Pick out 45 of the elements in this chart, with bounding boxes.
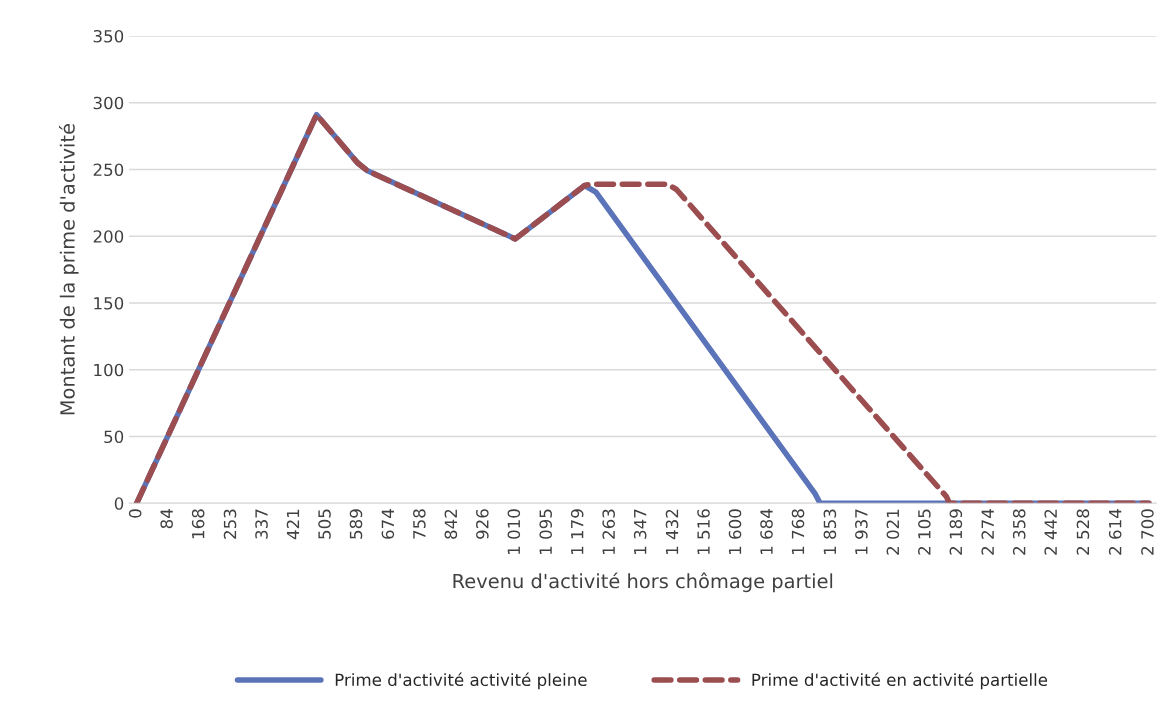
legend-label: Prime d'activité activité pleine — [335, 672, 587, 690]
x-tick-label: 337 — [255, 509, 268, 539]
x-tick-label: 1 263 — [602, 509, 615, 555]
x-axis-title: Revenu d'activité hors chômage partiel — [453, 572, 833, 593]
x-tick-label: 2 021 — [886, 509, 900, 555]
x-tick-label: 589 — [349, 509, 363, 539]
x-tick-label: 758 — [413, 509, 426, 539]
x-tick-label: 1 179 — [570, 509, 584, 555]
x-tick-label: 2 105 — [918, 509, 931, 555]
y-tick-label: 150 — [94, 296, 124, 310]
legend-label: Prime d'activité en activité partielle — [752, 672, 1048, 690]
x-tick-label: 1 600 — [728, 509, 742, 555]
x-tick-label: 2 442 — [1044, 509, 1057, 555]
x-tick-label: 1 516 — [697, 509, 710, 555]
x-tick-label: 842 — [444, 509, 458, 539]
y-tick-label: 100 — [94, 363, 124, 377]
x-tick-label: 0 — [128, 509, 142, 518]
x-tick-label: 1 768 — [791, 509, 805, 555]
x-tick-label: 2 528 — [1076, 509, 1090, 555]
x-tick-label: 1 010 — [507, 509, 521, 555]
x-tick-label: 84 — [160, 509, 173, 529]
x-tick-label: 2 614 — [1108, 509, 1122, 555]
x-tick-label: 2 700 — [1141, 509, 1154, 555]
x-tick-label: 1 432 — [665, 509, 679, 555]
y-tick-label: 50 — [104, 430, 124, 444]
x-tick-label: 926 — [476, 509, 489, 539]
x-tick-label: 1 684 — [760, 509, 773, 555]
x-tick-label: 2 274 — [981, 509, 994, 555]
x-tick-label: 1 095 — [539, 509, 552, 555]
x-tick-label: 1 853 — [823, 509, 837, 555]
x-tick-label: 168 — [191, 509, 205, 539]
x-tick-label: 2 189 — [949, 509, 963, 555]
x-tick-label: 2 358 — [1012, 509, 1026, 555]
y-tick-label: 350 — [93, 29, 124, 43]
y-tick-label: 0 — [114, 497, 124, 510]
y-tick-label: 200 — [93, 230, 124, 243]
x-tick-label: 421 — [286, 509, 300, 540]
x-tick-label: 674 — [381, 509, 395, 539]
x-tick-label: 1 937 — [855, 509, 868, 555]
x-tick-label: 505 — [318, 509, 331, 539]
y-tick-label: 250 — [93, 163, 124, 177]
y-axis-title: Montant de la prime d'activité — [58, 124, 79, 415]
y-tick-label: 300 — [93, 96, 124, 110]
x-tick-label: 1 347 — [633, 509, 647, 555]
x-tick-label: 253 — [223, 509, 237, 539]
